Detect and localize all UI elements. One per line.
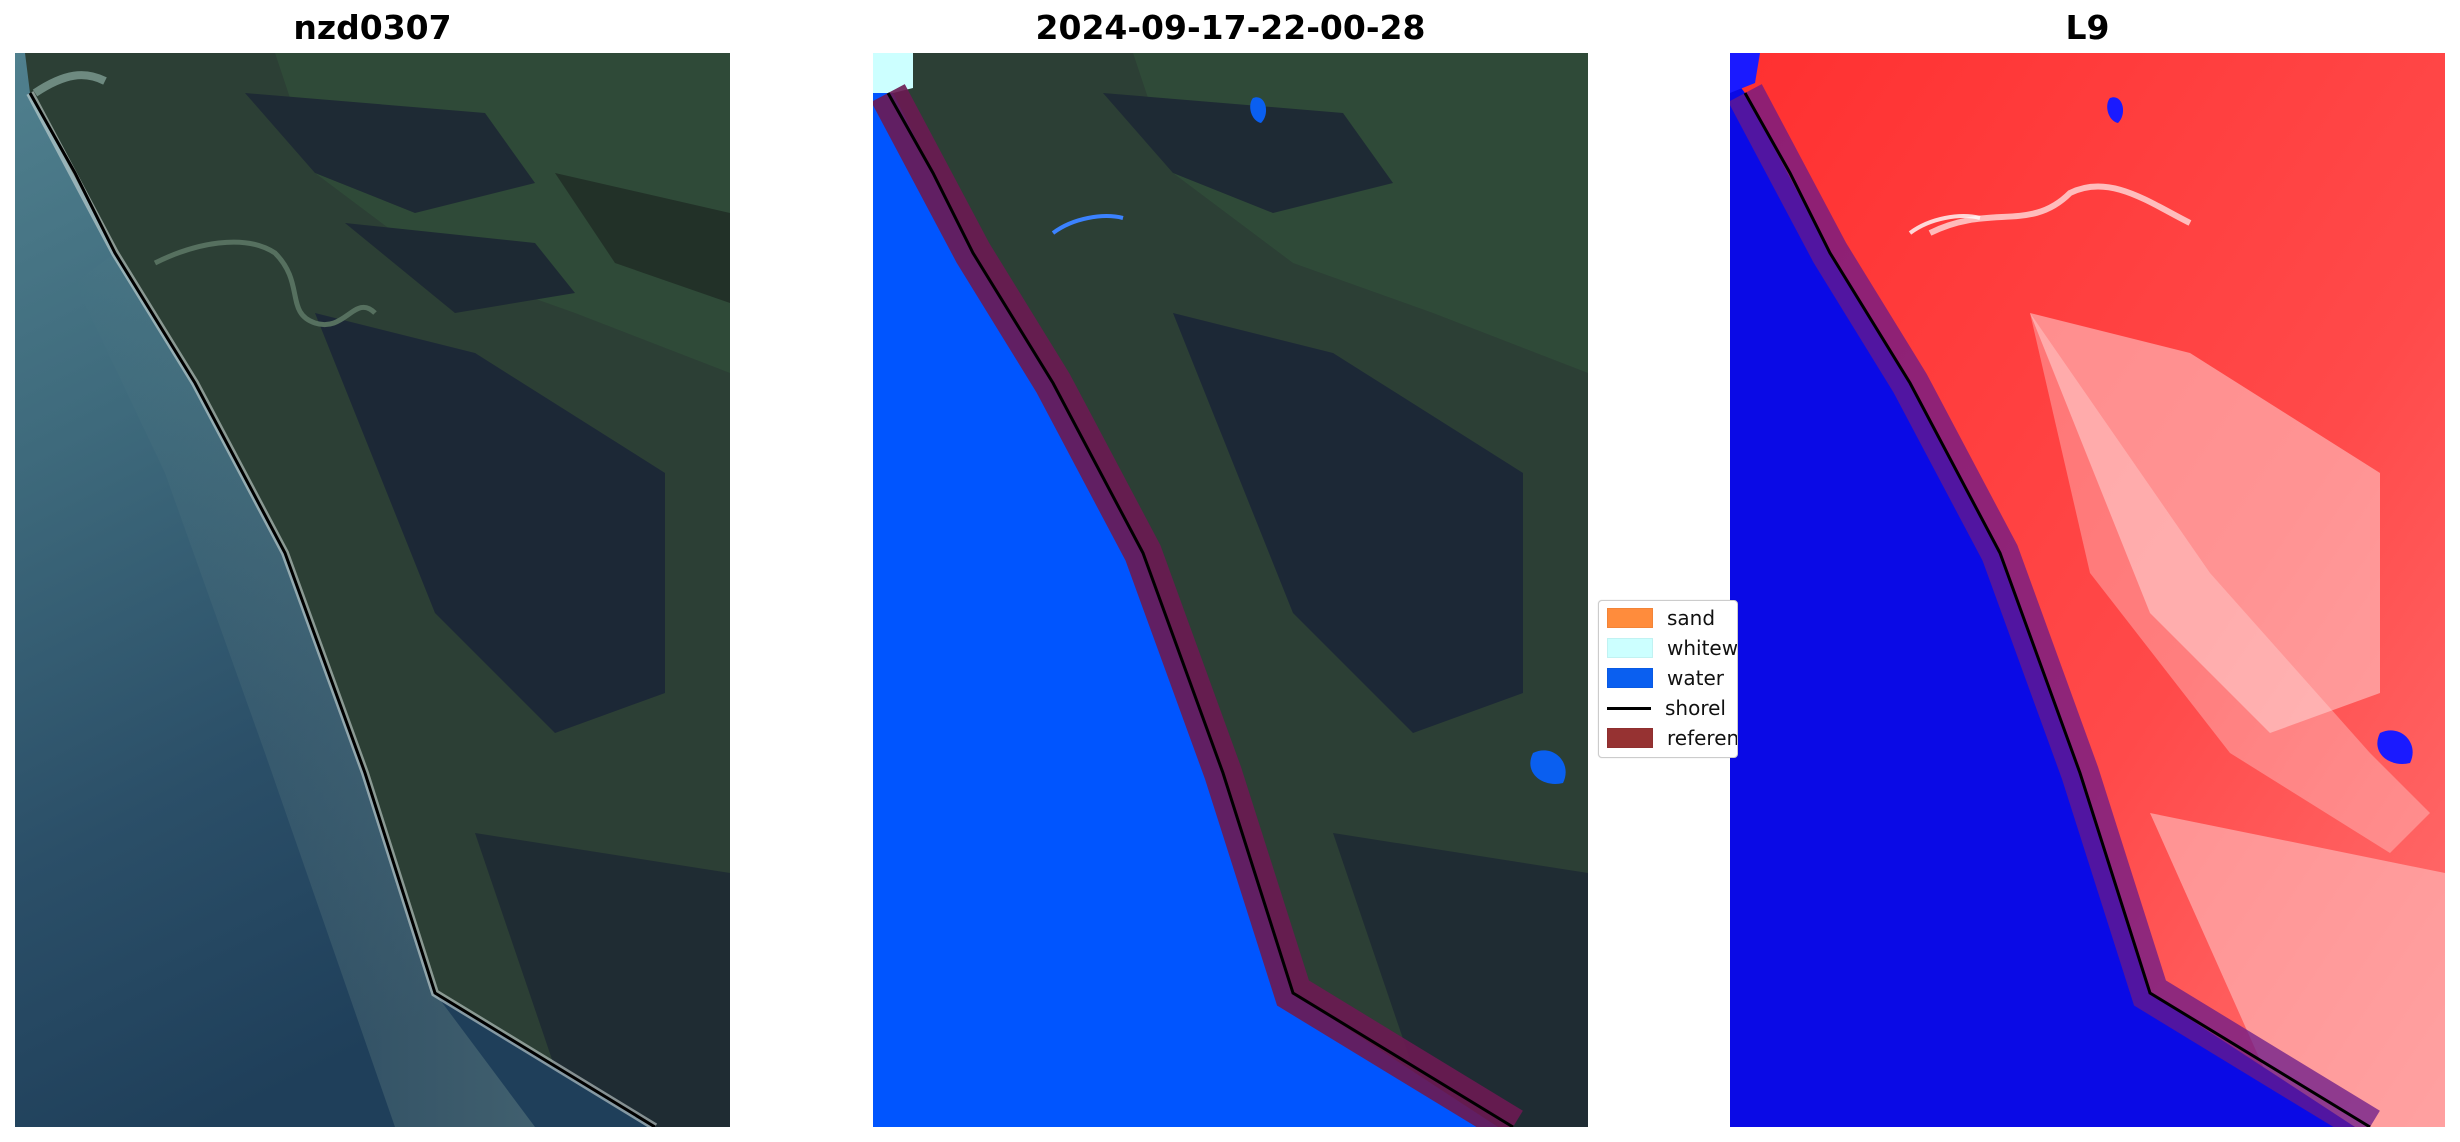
legend-swatch-water (1607, 668, 1653, 688)
legend-label-sand: sand (1667, 606, 1716, 630)
legend-swatch-shoreline (1607, 706, 1651, 710)
classification-image (873, 53, 1588, 1127)
legend-item-water: water (1607, 663, 1724, 693)
legend-item-reference: referen (1607, 723, 1738, 753)
rgb-satellite-image (15, 53, 730, 1127)
legend-item-whitewater: whitew (1607, 633, 1738, 663)
panel-title-3: L9 (2065, 8, 2110, 47)
legend-label-water: water (1667, 666, 1724, 690)
legend-swatch-reference (1607, 728, 1653, 748)
legend: sand whitew water shorel referen (1598, 600, 1738, 758)
legend-swatch-sand (1607, 608, 1653, 628)
index-image (1730, 53, 2445, 1127)
legend-label-whitewater: whitew (1667, 636, 1738, 660)
panel-title-1: nzd0307 (293, 8, 452, 47)
legend-item-sand: sand (1607, 603, 1715, 633)
legend-swatch-whitewater (1607, 638, 1653, 658)
panel-title-2: 2024-09-17-22-00-28 (1035, 8, 1426, 47)
legend-label-reference: referen (1667, 726, 1738, 750)
shoreline (28, 92, 656, 1127)
legend-item-shoreline: shorel (1607, 693, 1726, 723)
legend-label-shoreline: shorel (1665, 696, 1726, 720)
